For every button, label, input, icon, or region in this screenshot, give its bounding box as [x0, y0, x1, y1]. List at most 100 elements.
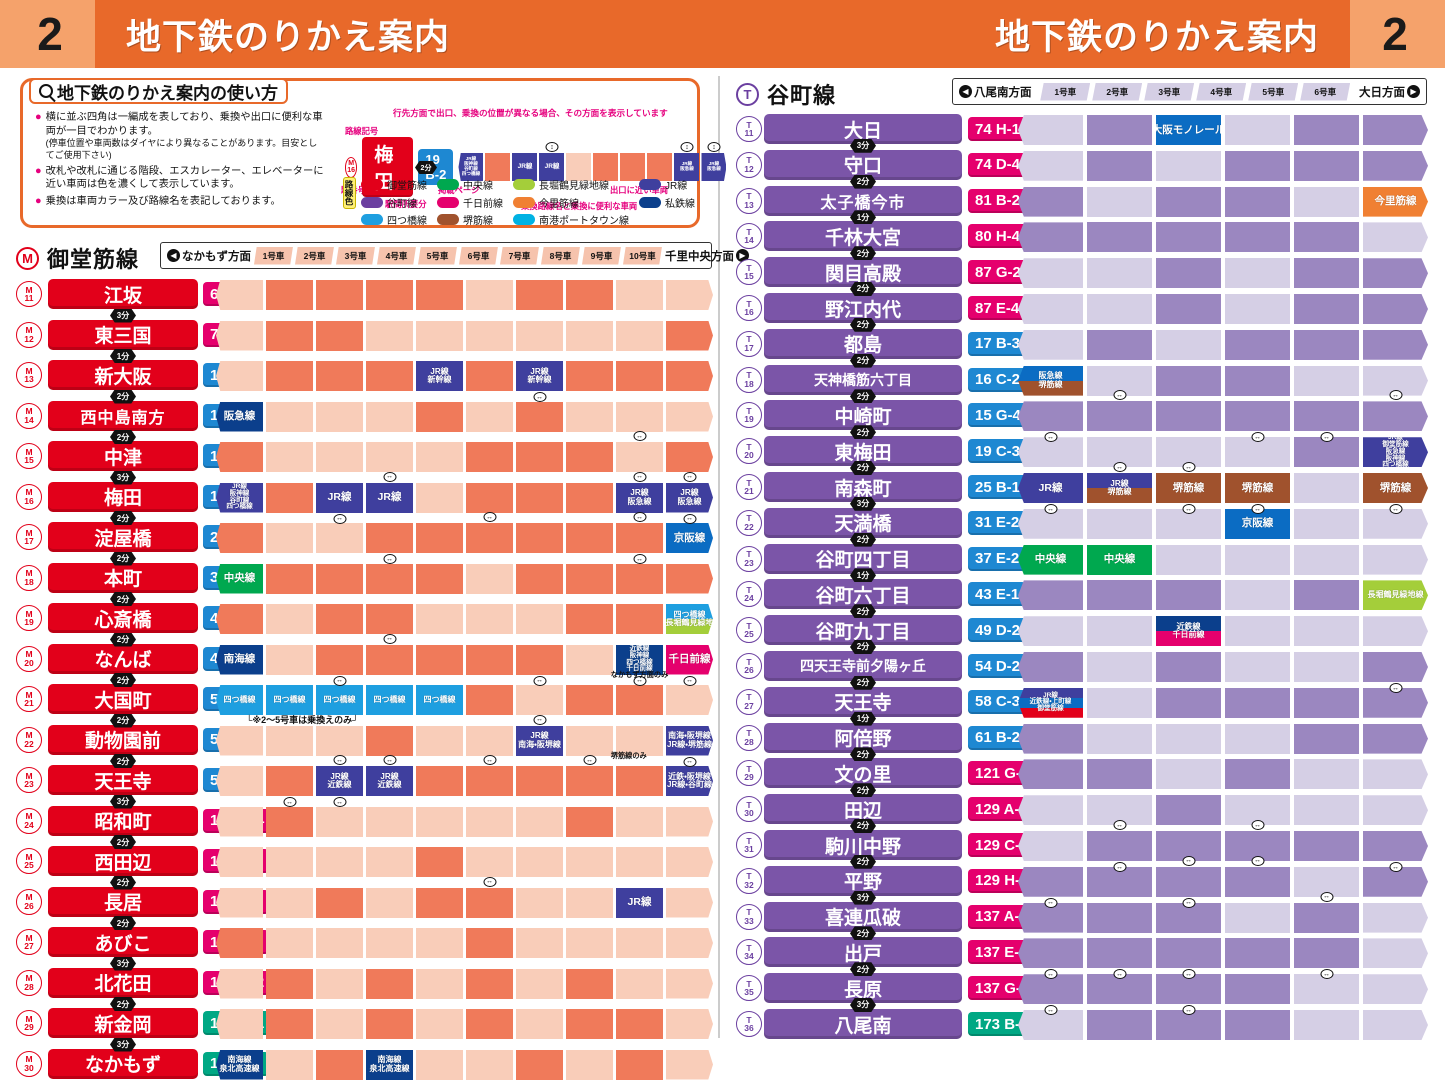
train-car-cell[interactable]	[1018, 652, 1083, 682]
train-car-cell[interactable]: 中央線	[216, 564, 263, 594]
train-car-cell[interactable]	[266, 928, 313, 958]
train-car-cell[interactable]	[1087, 903, 1152, 933]
train-car-cell[interactable]: ↔	[1363, 831, 1428, 861]
train-car-cell[interactable]	[1294, 222, 1359, 252]
train-car-cell[interactable]	[616, 402, 663, 432]
train-car-cell[interactable]	[416, 807, 463, 837]
train-car-cell[interactable]	[516, 442, 563, 472]
train-car-cell[interactable]	[466, 604, 513, 634]
train-car-cell[interactable]: ↔	[266, 766, 313, 796]
train-car-cell[interactable]	[1294, 473, 1359, 503]
train-car-cell[interactable]	[416, 523, 463, 553]
train-car-cell[interactable]	[216, 766, 263, 796]
train-car-cell[interactable]: JR線御堂筋線阪急線阪神線四つ橋線	[1363, 437, 1428, 467]
train-car-cell[interactable]: 堺筋線↔↔	[1156, 473, 1221, 503]
train-car-cell[interactable]	[266, 280, 313, 310]
train-car-cell[interactable]	[516, 321, 563, 351]
train-car-cell[interactable]	[1225, 974, 1290, 1004]
train-car-cell[interactable]	[466, 442, 513, 472]
train-car-cell[interactable]	[216, 361, 263, 391]
station-row[interactable]: M12東三国72 B-31分	[0, 317, 715, 358]
train-car-cell[interactable]	[316, 604, 363, 634]
train-car-cell[interactable]	[1087, 616, 1152, 646]
train-car-cell[interactable]	[1225, 330, 1290, 360]
train-car-cell[interactable]	[316, 564, 363, 594]
train-car-cell[interactable]	[316, 321, 363, 351]
train-car-cell[interactable]	[1294, 258, 1359, 288]
train-car-cell[interactable]: ↔	[1363, 652, 1428, 682]
train-car-cell[interactable]	[266, 645, 313, 675]
train-car-cell[interactable]	[266, 402, 313, 432]
train-car-cell[interactable]	[416, 645, 463, 675]
train-car-cell[interactable]	[266, 969, 313, 999]
train-car-cell[interactable]	[1087, 115, 1152, 145]
train-car-cell[interactable]	[666, 402, 713, 432]
train-car-cell[interactable]	[466, 847, 513, 877]
train-car-cell[interactable]	[516, 402, 563, 432]
train-car-cell[interactable]	[366, 321, 413, 351]
train-car-cell[interactable]	[666, 928, 713, 958]
train-car-cell[interactable]	[1294, 187, 1359, 217]
train-car-cell[interactable]	[1363, 759, 1428, 789]
train-car-cell[interactable]	[516, 847, 563, 877]
train-car-cell[interactable]	[566, 361, 613, 391]
train-car-cell[interactable]	[466, 726, 513, 756]
train-car-cell[interactable]	[1087, 294, 1152, 324]
train-car-cell[interactable]: ↔	[466, 888, 513, 918]
train-car-cell[interactable]	[466, 280, 513, 310]
train-car-cell[interactable]	[1225, 938, 1290, 968]
train-car-cell[interactable]	[1225, 759, 1290, 789]
train-car-cell[interactable]	[1018, 151, 1083, 181]
train-car-cell[interactable]	[266, 888, 313, 918]
train-car-cell[interactable]	[1363, 1010, 1428, 1040]
train-car-cell[interactable]: ↔	[1294, 401, 1359, 431]
train-car-cell[interactable]: ↔↔	[1156, 867, 1221, 897]
train-car-cell[interactable]	[366, 564, 413, 594]
train-car-cell[interactable]	[1225, 903, 1290, 933]
train-car-cell[interactable]	[366, 1009, 413, 1039]
train-car-cell[interactable]	[666, 685, 713, 715]
train-car-cell[interactable]: JR線近鉄線↔	[366, 766, 413, 796]
train-car-cell[interactable]	[1225, 1010, 1290, 1040]
train-car-cell[interactable]: 南海線	[216, 645, 263, 675]
train-car-cell[interactable]	[1018, 258, 1083, 288]
train-car-cell[interactable]: ↔↔	[1087, 831, 1152, 861]
train-car-cell[interactable]	[566, 564, 613, 594]
train-car-cell[interactable]	[1363, 545, 1428, 575]
train-car-cell[interactable]: 四つ橋線	[316, 685, 363, 715]
train-car-cell[interactable]: JR線阪急線↔	[616, 483, 663, 513]
train-car-cell[interactable]	[216, 321, 263, 351]
train-car-cell[interactable]: 長堀鶴見緑地線	[1363, 580, 1428, 610]
train-car-cell[interactable]	[316, 969, 363, 999]
train-car-cell[interactable]	[416, 280, 463, 310]
train-car-cell[interactable]	[566, 645, 613, 675]
train-car-cell[interactable]: ↔	[1018, 938, 1083, 968]
train-car-cell[interactable]	[516, 564, 563, 594]
train-car-cell[interactable]	[1156, 545, 1221, 575]
train-car-cell[interactable]	[616, 1009, 663, 1039]
train-car-cell[interactable]	[1018, 187, 1083, 217]
train-car-cell[interactable]	[266, 847, 313, 877]
train-car-cell[interactable]	[566, 280, 613, 310]
train-car-cell[interactable]	[466, 1009, 513, 1039]
station-row[interactable]: M22動物園前57 F-32分JR線南海・阪堺線↔南海・阪堺線JR線・堺筋線↔堺…	[0, 722, 715, 763]
train-car-cell[interactable]	[366, 442, 413, 472]
train-car-cell[interactable]	[1294, 1010, 1359, 1040]
train-car-cell[interactable]	[1294, 115, 1359, 145]
train-car-cell[interactable]	[416, 442, 463, 472]
train-car-cell[interactable]	[1225, 724, 1290, 754]
train-car-cell[interactable]	[216, 807, 263, 837]
train-car-cell[interactable]	[416, 483, 463, 513]
station-row[interactable]: M13新大阪11 D-32分JR線新幹線JR線新幹線↔	[0, 357, 715, 398]
station-row[interactable]: M18本町30 D-42分中央線	[0, 560, 715, 601]
train-car-cell[interactable]	[1363, 903, 1428, 933]
train-car-cell[interactable]	[516, 280, 563, 310]
train-car-cell[interactable]	[416, 928, 463, 958]
train-car-cell[interactable]: 中央線	[1018, 545, 1083, 575]
train-car-cell[interactable]	[516, 1050, 563, 1080]
train-car-cell[interactable]	[1363, 222, 1428, 252]
train-car-cell[interactable]	[566, 523, 613, 553]
